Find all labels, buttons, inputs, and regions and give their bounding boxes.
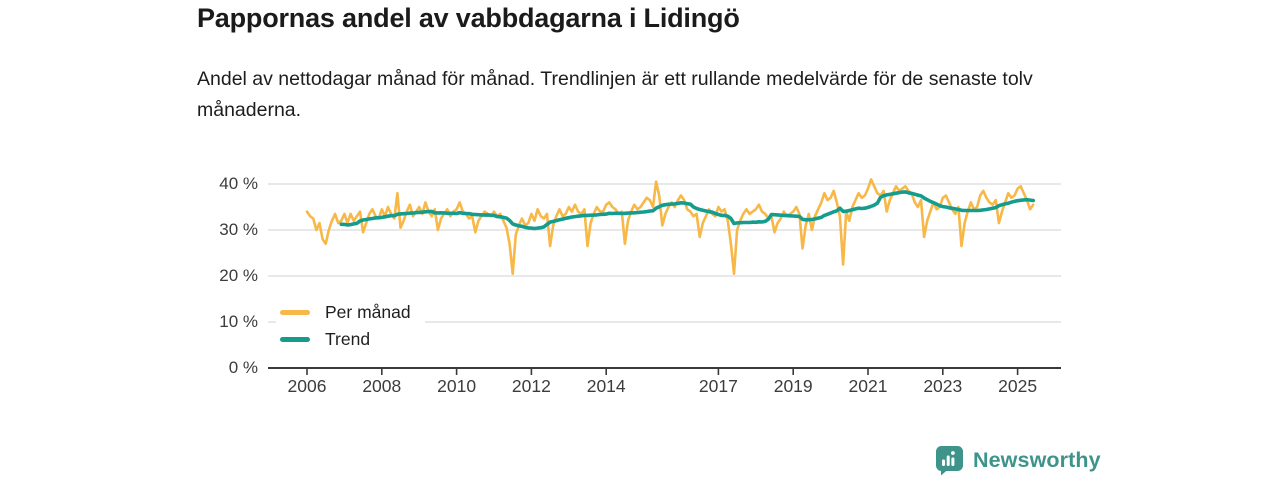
page-title: Pappornas andel av vabbdagarna i Lidingö [197,3,740,33]
legend-label-per-manad: Per månad [325,302,411,322]
x-axis-label: 2008 [362,376,402,396]
legend-item-per-manad: Per månad [280,299,411,326]
y-axis-label: 20 % [219,266,258,285]
newsworthy-logo-icon [936,446,963,476]
newsworthy-wordmark: Newsworthy [973,448,1101,472]
chart-legend: Per månad Trend [276,299,425,353]
y-axis-label: 40 % [219,174,258,193]
x-axis-label: 2023 [923,376,963,396]
trend-line [339,190,1035,231]
y-axis-label: 10 % [219,312,258,331]
x-axis-label: 2021 [848,376,888,396]
x-axis-label: 2017 [698,376,738,396]
x-axis-label: 2025 [998,376,1038,396]
newsworthy-branding[interactable]: Newsworthy [935,445,1101,476]
legend-label-trend: Trend [325,329,371,349]
y-axis-label: 0 % [228,358,258,377]
trend-line-swatch [280,337,310,342]
chart-subtitle: Andel av nettodagar månad för månad. Tre… [197,68,1033,121]
x-axis-label: 2014 [586,376,626,396]
per-manad-line-swatch [280,310,310,315]
legend-item-trend: Trend [280,326,411,353]
y-axis-label: 30 % [219,220,258,239]
x-axis-label: 2012 [511,376,551,396]
x-axis-label: 2010 [437,376,477,396]
per-month-line [305,178,1035,276]
x-axis-label: 2019 [773,376,813,396]
x-axis-label: 2006 [287,376,327,396]
